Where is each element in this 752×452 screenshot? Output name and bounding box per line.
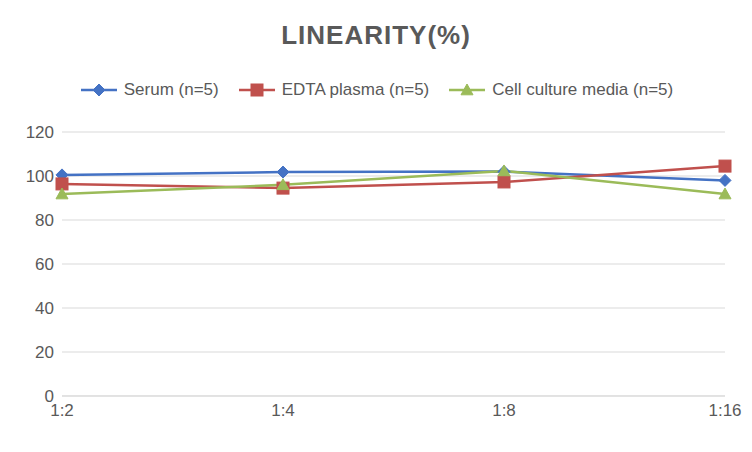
html-text:Serum (n=5): Serum (n=5) [123, 80, 219, 99]
svg-text:1:8: 1:8 [492, 401, 516, 420]
svg-text:60: 60 [35, 255, 54, 274]
svg-text:20: 20 [35, 343, 54, 362]
html-text:Cell culture media (n=5): Cell culture media (n=5) [492, 80, 674, 99]
svg-text:120: 120 [26, 123, 54, 142]
svg-text:1:4: 1:4 [271, 401, 295, 420]
html-text:LINEARITY(%): LINEARITY(%) [281, 20, 471, 50]
svg-text:80: 80 [35, 211, 54, 230]
html-text:EDTA plasma (n=5): EDTA plasma (n=5) [281, 80, 430, 99]
svg-text:1:2: 1:2 [50, 401, 74, 421]
svg-text:1:16: 1:16 [708, 401, 741, 420]
svg-text:40: 40 [35, 299, 54, 318]
svg-text:100: 100 [26, 167, 54, 186]
svg-text:0: 0 [45, 387, 54, 406]
